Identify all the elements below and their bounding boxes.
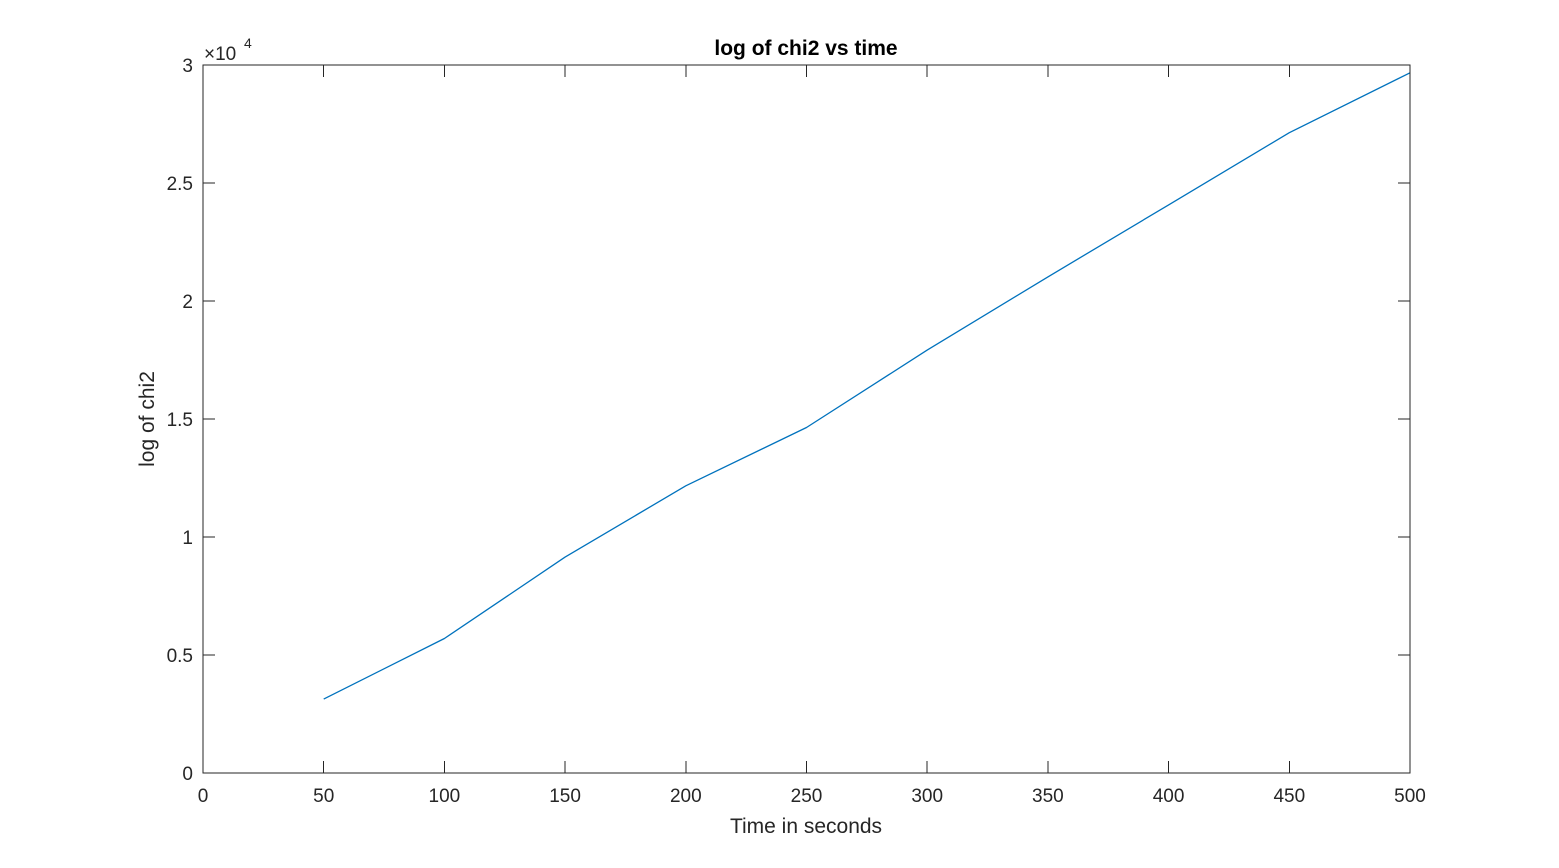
x-tick-label: 50 — [313, 786, 334, 807]
y-exponent-label: ×10 4 — [204, 35, 252, 65]
y-tick-label: 0 — [182, 764, 193, 785]
y-tick-label: 3 — [182, 56, 193, 77]
x-tick-label: 0 — [198, 786, 209, 807]
series-line — [323, 72, 1411, 700]
x-tick-label: 100 — [429, 786, 461, 807]
x-tick-label: 250 — [791, 786, 823, 807]
x-tick-label: 150 — [549, 786, 581, 807]
x-tick-label: 500 — [1394, 786, 1426, 807]
y-exponent-power: 4 — [244, 35, 252, 51]
axes-box — [202, 64, 1411, 774]
tick-labels-layer: 0 50 100 150 200 250 300 350 400 450 500 0 0.5 1 1.5 2 2… — [167, 56, 1426, 807]
y-tick-label: 1 — [182, 528, 193, 549]
y-tick-label: 1.5 — [167, 410, 193, 431]
y-exponent-base: ×10 — [204, 44, 236, 65]
x-tick-label: 350 — [1032, 786, 1064, 807]
x-tick-label: 200 — [670, 786, 702, 807]
y-tick-label: 2.5 — [167, 174, 193, 195]
y-axis-title: log of chi2 — [136, 371, 159, 467]
y-tick-label: 2 — [182, 292, 193, 313]
x-axis-title: Time in seconds — [730, 815, 882, 838]
chart-title: log of chi2 vs time — [714, 37, 897, 60]
x-tick-label: 300 — [911, 786, 943, 807]
x-tick-label: 400 — [1153, 786, 1185, 807]
y-tick-label: 0.5 — [167, 646, 193, 667]
series-layer — [323, 72, 1411, 700]
plot-area — [203, 65, 1410, 773]
x-tick-label: 450 — [1273, 786, 1305, 807]
